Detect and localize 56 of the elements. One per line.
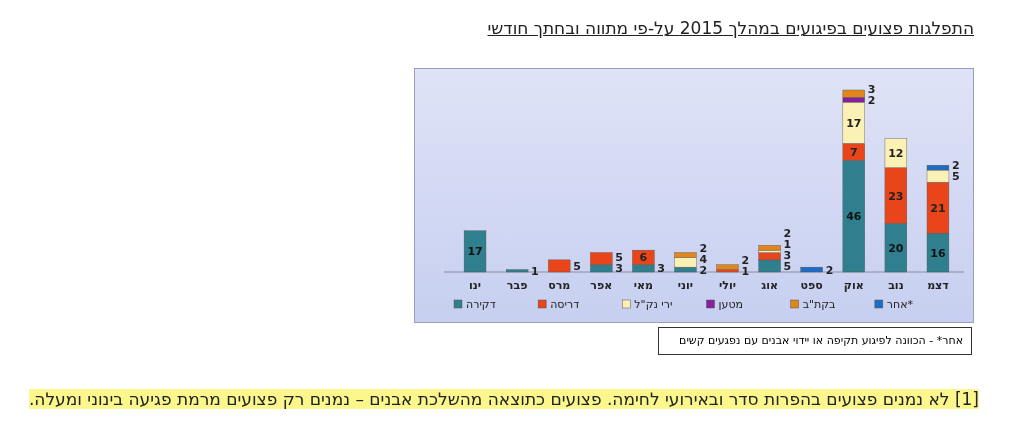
data-label: 1	[783, 237, 792, 251]
data-label: 3	[783, 248, 792, 262]
bar	[758, 245, 781, 251]
bar	[716, 264, 739, 270]
data-label: 2	[825, 263, 834, 277]
text: [1] לא נמנים פצועים בהפרות סדר ובאירועי לחימה. פצועים כתוצאה מהשלכת אבנים – נמנים רק פצועים מרמת פגיעה בינוני ומעלה.	[28, 389, 979, 409]
data-label: 6	[639, 251, 648, 265]
x-tick-label: מרס	[548, 279, 571, 292]
x-tick-label: אוג	[761, 279, 778, 292]
data-label: 46	[846, 210, 862, 224]
data-label: 1	[531, 264, 539, 278]
legend-label: דקירה	[466, 298, 496, 311]
data-label: 3	[615, 262, 623, 276]
x-tick-label: אפר	[590, 279, 613, 292]
data-label: 5	[951, 170, 960, 184]
x-tick-label: יולי	[719, 279, 736, 292]
data-label: 12	[888, 147, 904, 161]
x-tick-label: מאי	[633, 279, 653, 292]
x-tick-label: יוני	[677, 279, 694, 292]
data-label: 3	[867, 82, 876, 96]
bar	[548, 259, 571, 273]
data-label: 7	[849, 145, 858, 159]
legend-label: מטען	[718, 298, 743, 311]
x-tick-label: נוב	[888, 279, 904, 292]
data-label: 21	[930, 201, 946, 215]
bar	[800, 266, 823, 273]
legend-label: דריסה	[550, 298, 580, 311]
data-label: 17	[846, 116, 862, 130]
data-label: 17	[467, 245, 483, 259]
data-label: 5	[615, 251, 623, 265]
data-label: 2	[699, 263, 708, 277]
x-tick-label: דצמ	[927, 279, 949, 292]
text: אחר* - הכוונה לפיגוע תקיפה או יידוי אבנים עם נפגעים קשים	[658, 327, 972, 355]
x-tick-label: אוק	[843, 279, 864, 292]
data-label: 5	[783, 259, 792, 273]
data-label: 3	[657, 262, 665, 276]
data-label: 1	[741, 264, 750, 278]
data-label: 2	[951, 159, 960, 173]
x-tick-label: ינו	[469, 279, 482, 292]
chart-title: התפלגות פצועים בפיגועים במהלך 2015 על-פי מתווה ובחתך חודשי	[487, 18, 974, 38]
data-label: 2	[699, 241, 708, 255]
data-label: 20	[888, 241, 904, 255]
bar	[463, 230, 487, 273]
legend-label: אחר*	[886, 298, 914, 311]
data-label: 2	[867, 93, 876, 107]
data-label: 4	[699, 252, 708, 266]
data-label: 2	[783, 226, 792, 240]
bar	[505, 269, 529, 273]
x-tick-label: פבר	[506, 279, 528, 292]
data-label: 23	[888, 189, 904, 203]
x-tick-label: ספט	[800, 279, 823, 292]
legend-label: ירי נק"ל	[634, 298, 673, 311]
data-label: 5	[573, 259, 581, 273]
data-label: 2	[741, 253, 750, 267]
data-label: 16	[930, 246, 946, 260]
legend-label: בקת"ב	[802, 298, 836, 311]
